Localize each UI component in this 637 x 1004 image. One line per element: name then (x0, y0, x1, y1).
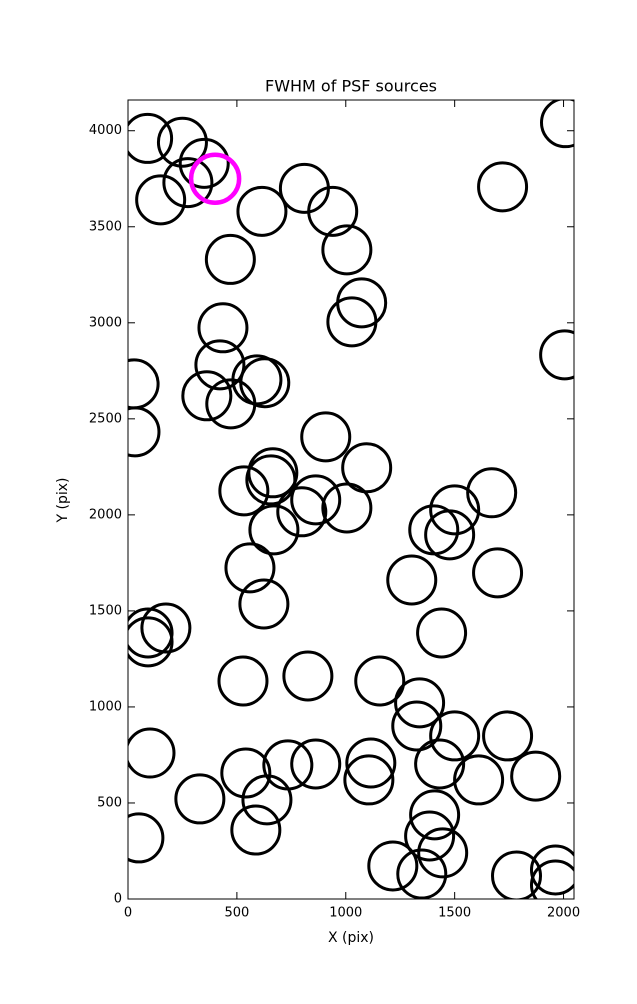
y-tick-label: 1500 (89, 603, 122, 618)
y-tick-label: 500 (97, 795, 122, 810)
source-marker (482, 710, 534, 762)
source-marker (245, 454, 297, 506)
y-axis-label: Y (pix) (55, 478, 71, 524)
source-marker (321, 224, 373, 276)
source-marker (341, 442, 393, 494)
source-marker (472, 547, 524, 599)
y-tick-label: 3000 (89, 315, 122, 330)
source-marker (162, 157, 214, 209)
source-marker (409, 789, 461, 841)
y-tick-label: 2000 (89, 507, 122, 522)
source-marker (218, 465, 270, 517)
source-marker (238, 578, 290, 630)
source-marker (276, 486, 328, 538)
source-marker (343, 754, 395, 806)
source-marker (404, 810, 456, 862)
plot-frame (127, 99, 575, 900)
source-marker (394, 677, 446, 729)
source-marker (262, 739, 314, 791)
source-marker (197, 302, 249, 354)
source-marker (326, 296, 378, 348)
source-marker (345, 737, 397, 789)
source-marker (539, 329, 574, 381)
source-marker (220, 747, 272, 799)
source-marker (367, 840, 419, 892)
source-marker (135, 174, 187, 226)
y-tick-label: 2500 (89, 411, 122, 426)
x-tick-label: 1500 (438, 906, 471, 921)
source-marker (217, 655, 269, 707)
source-marker (386, 554, 438, 606)
source-marker (477, 161, 529, 213)
source-marker (510, 750, 562, 802)
source-marker (321, 482, 373, 534)
chart-title: FWHM of PSF sources (265, 77, 437, 96)
source-marker (417, 827, 469, 879)
source-marker (128, 112, 174, 164)
source-marker (540, 100, 574, 149)
source-marker (290, 738, 342, 790)
source-marker (204, 233, 256, 285)
source-marker (453, 754, 505, 806)
source-marker (307, 185, 359, 237)
source-marker (178, 137, 230, 189)
source-marker (278, 162, 330, 214)
source-marker (128, 607, 174, 659)
source-marker (396, 848, 448, 899)
y-tick-label: 3500 (89, 219, 122, 234)
source-marker (128, 812, 165, 864)
x-tick-label: 1000 (329, 906, 362, 921)
source-marker (336, 277, 388, 329)
x-tick-label: 0 (124, 906, 132, 921)
x-tick-label: 2000 (547, 906, 580, 921)
source-marker (414, 738, 466, 790)
source-marker (174, 773, 226, 825)
source-marker (408, 504, 460, 556)
x-tick-label: 500 (224, 906, 249, 921)
source-marker (416, 607, 468, 659)
source-marker (391, 700, 443, 752)
source-marker (128, 406, 161, 458)
y-tick-label: 4000 (89, 123, 122, 138)
source-marker (128, 358, 160, 410)
source-marker (529, 859, 574, 899)
source-marker (466, 467, 518, 519)
source-marker (354, 655, 406, 707)
source-marker (188, 152, 242, 205)
source-marker (181, 370, 233, 422)
y-tick-label: 0 (114, 892, 122, 907)
y-tick-label: 1000 (89, 699, 122, 714)
x-axis-label: X (pix) (328, 930, 374, 946)
source-marker (241, 774, 293, 826)
source-marker (491, 850, 543, 899)
source-marker (194, 339, 246, 391)
source-marker (140, 602, 192, 654)
source-marker (236, 185, 288, 237)
source-marker (156, 116, 208, 168)
source-marker (231, 354, 283, 406)
source-marker (429, 484, 481, 536)
source-marker (529, 844, 574, 896)
source-marker (282, 650, 334, 702)
source-marker (300, 411, 352, 463)
source-marker (224, 542, 276, 594)
source-marker (230, 804, 282, 856)
source-marker (248, 504, 300, 556)
source-marker (239, 357, 291, 409)
source-marker (290, 474, 342, 526)
source-marker (128, 727, 176, 779)
source-marker (128, 616, 174, 668)
source-marker (424, 509, 476, 561)
source-marker (429, 710, 481, 762)
